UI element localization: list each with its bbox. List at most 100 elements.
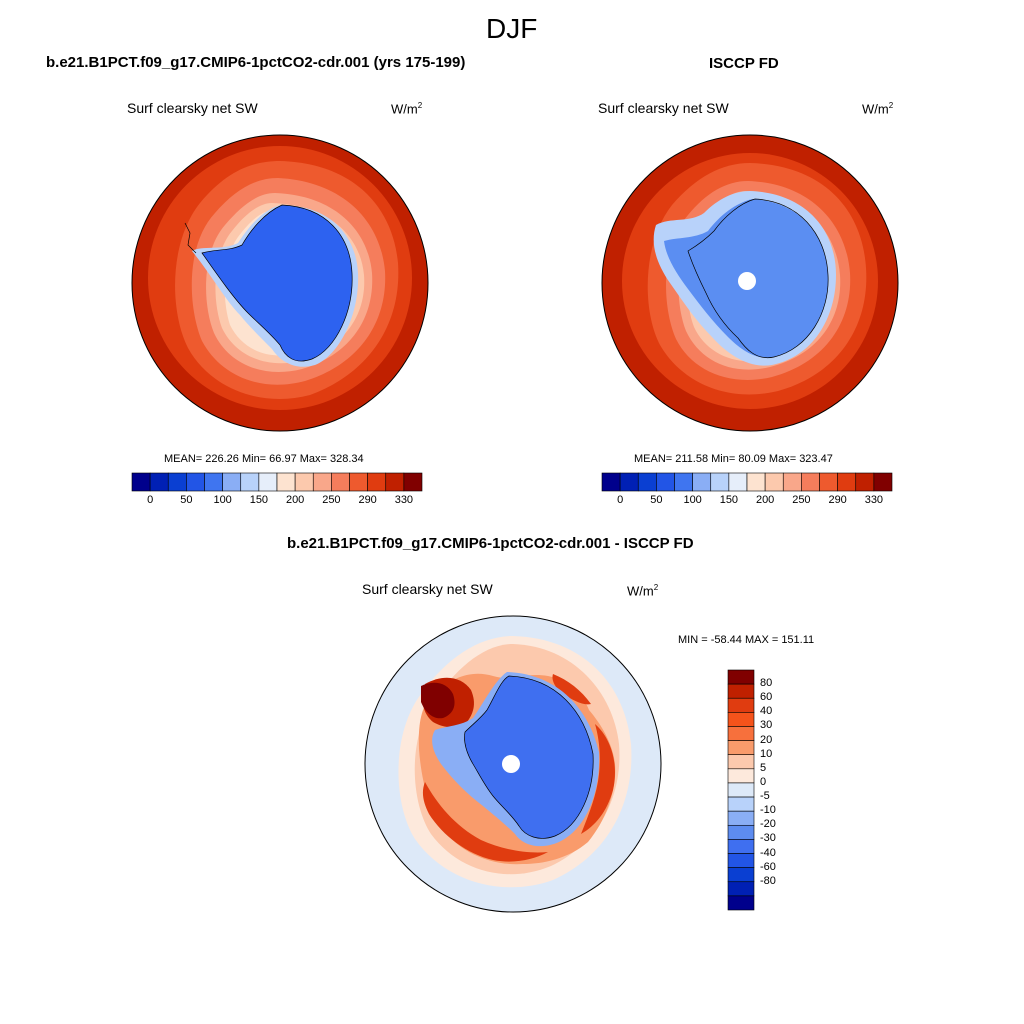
panel3-units: W/m2 xyxy=(627,583,659,599)
panel2-stats: MEAN= 211.58 Min= 80.09 Max= 323.47 xyxy=(634,453,833,465)
colorbar-swatch xyxy=(727,881,755,897)
colorbar-tick-label: 80 xyxy=(760,677,773,690)
panel2-polar-map xyxy=(601,134,899,432)
colorbar-swatch xyxy=(727,867,755,883)
colorbar-tick-label: 250 xyxy=(322,494,341,506)
panel3-case-title: b.e21.B1PCT.f09_g17.CMIP6-1pctCO2-cdr.00… xyxy=(287,535,694,552)
colorbar-tick-label: -20 xyxy=(760,818,776,831)
colorbar-swatch xyxy=(727,824,755,840)
panel1-colorbar xyxy=(131,472,423,492)
colorbar-swatch xyxy=(728,472,748,492)
colorbar-swatch xyxy=(403,472,423,492)
colorbar-tick-label: 0 xyxy=(617,494,624,506)
colorbar-swatch xyxy=(385,472,405,492)
colorbar-swatch xyxy=(149,472,169,492)
colorbar-tick-label: -40 xyxy=(760,846,776,859)
colorbar-tick-label: 330 xyxy=(394,494,414,506)
colorbar-tick-label: 200 xyxy=(755,494,775,506)
colorbar-tick-label: -60 xyxy=(760,860,776,873)
colorbar-swatch xyxy=(746,472,766,492)
colorbar-tick-label: -5 xyxy=(760,790,770,803)
colorbar-tick-label: 20 xyxy=(760,733,773,746)
colorbar-swatch xyxy=(692,472,712,492)
colorbar-tick-label: 10 xyxy=(760,747,773,760)
colorbar-swatch xyxy=(727,839,755,854)
panel2-colorbar-ticks: 0 50 100 150 200 250 290 330 xyxy=(602,494,892,508)
colorbar-swatch xyxy=(674,472,693,492)
colorbar-swatch xyxy=(204,472,223,492)
colorbar-swatch xyxy=(131,472,151,492)
panel3-colorbar-ticks: 80 60 40 30 20 10 5 0 -5 -10 -20 -30 -40 -60 -80 xyxy=(760,670,800,910)
colorbar-swatch xyxy=(727,726,755,741)
colorbar-tick-label: -30 xyxy=(760,832,776,845)
panel2-variable-label: Surf clearsky net SW xyxy=(598,100,729,116)
colorbar-swatch xyxy=(727,683,755,699)
panel1-polar-map xyxy=(131,134,429,432)
colorbar-swatch xyxy=(710,472,730,492)
colorbar-tick-label: 200 xyxy=(285,494,305,506)
colorbar-swatch xyxy=(656,472,675,492)
colorbar-swatch xyxy=(727,712,755,727)
colorbar-swatch xyxy=(727,782,755,798)
colorbar-swatch xyxy=(819,472,838,492)
colorbar-swatch xyxy=(837,472,857,492)
colorbar-swatch xyxy=(331,472,350,492)
colorbar-swatch xyxy=(727,697,755,713)
colorbar-swatch xyxy=(727,768,755,784)
colorbar-tick-label: 100 xyxy=(683,494,702,506)
colorbar-swatch xyxy=(727,669,755,685)
colorbar-tick-label: 5 xyxy=(760,761,767,774)
colorbar-swatch xyxy=(222,472,242,492)
colorbar-swatch xyxy=(367,472,387,492)
panel1-case-title: b.e21.B1PCT.f09_g17.CMIP6-1pctCO2-cdr.00… xyxy=(46,54,466,71)
colorbar-tick-label: 290 xyxy=(358,494,377,506)
colorbar-swatch xyxy=(873,472,893,492)
colorbar-swatch xyxy=(637,472,657,492)
panel3-polar-map xyxy=(364,615,662,913)
colorbar-tick-label: 30 xyxy=(760,719,773,732)
colorbar-tick-label: 0 xyxy=(147,494,154,506)
colorbar-swatch xyxy=(276,472,296,492)
colorbar-tick-label: 330 xyxy=(864,494,884,506)
colorbar-tick-label: 0 xyxy=(760,775,767,788)
colorbar-swatch xyxy=(294,472,314,492)
colorbar-swatch xyxy=(619,472,639,492)
colorbar-tick-label: 50 xyxy=(180,494,193,506)
colorbar-tick-label: 40 xyxy=(760,705,773,718)
figure-title: DJF xyxy=(486,13,538,44)
panel1-stats: MEAN= 226.26 Min= 66.97 Max= 328.34 xyxy=(164,453,364,465)
colorbar-swatch xyxy=(855,472,875,492)
colorbar-swatch xyxy=(312,472,332,492)
panel3-stats: MIN = -58.44 MAX = 151.11 xyxy=(678,634,815,646)
colorbar-swatch xyxy=(764,472,784,492)
panel3-variable-label: Surf clearsky net SW xyxy=(362,581,493,597)
colorbar-swatch xyxy=(727,754,755,770)
colorbar-tick-label: 150 xyxy=(249,494,269,506)
panel3-colorbar xyxy=(727,669,755,911)
colorbar-swatch xyxy=(601,472,621,492)
colorbar-swatch xyxy=(349,472,368,492)
colorbar-swatch xyxy=(258,472,278,492)
colorbar-tick-label: 50 xyxy=(650,494,663,506)
panel2-colorbar xyxy=(601,472,893,492)
panel2-case-title: ISCCP FD xyxy=(709,55,779,72)
colorbar-tick-label: 250 xyxy=(792,494,811,506)
colorbar-swatch xyxy=(727,895,755,911)
colorbar-swatch xyxy=(801,472,820,492)
colorbar-swatch xyxy=(240,472,260,492)
colorbar-swatch xyxy=(186,472,205,492)
panel2-units: W/m2 xyxy=(862,101,894,117)
colorbar-swatch xyxy=(727,740,755,756)
colorbar-swatch xyxy=(167,472,187,492)
panel1-colorbar-ticks: 0 50 100 150 200 250 290 330 xyxy=(132,494,422,508)
colorbar-tick-label: -80 xyxy=(760,874,776,887)
colorbar-tick-label: 100 xyxy=(213,494,232,506)
colorbar-tick-label: -10 xyxy=(760,804,776,817)
colorbar-tick-label: 290 xyxy=(828,494,847,506)
colorbar-swatch xyxy=(727,796,755,812)
colorbar-tick-label: 60 xyxy=(760,691,773,704)
panel1-variable-label: Surf clearsky net SW xyxy=(127,100,258,116)
panel1-units: W/m2 xyxy=(391,101,423,117)
colorbar-swatch xyxy=(727,810,755,826)
colorbar-tick-label: 150 xyxy=(719,494,739,506)
